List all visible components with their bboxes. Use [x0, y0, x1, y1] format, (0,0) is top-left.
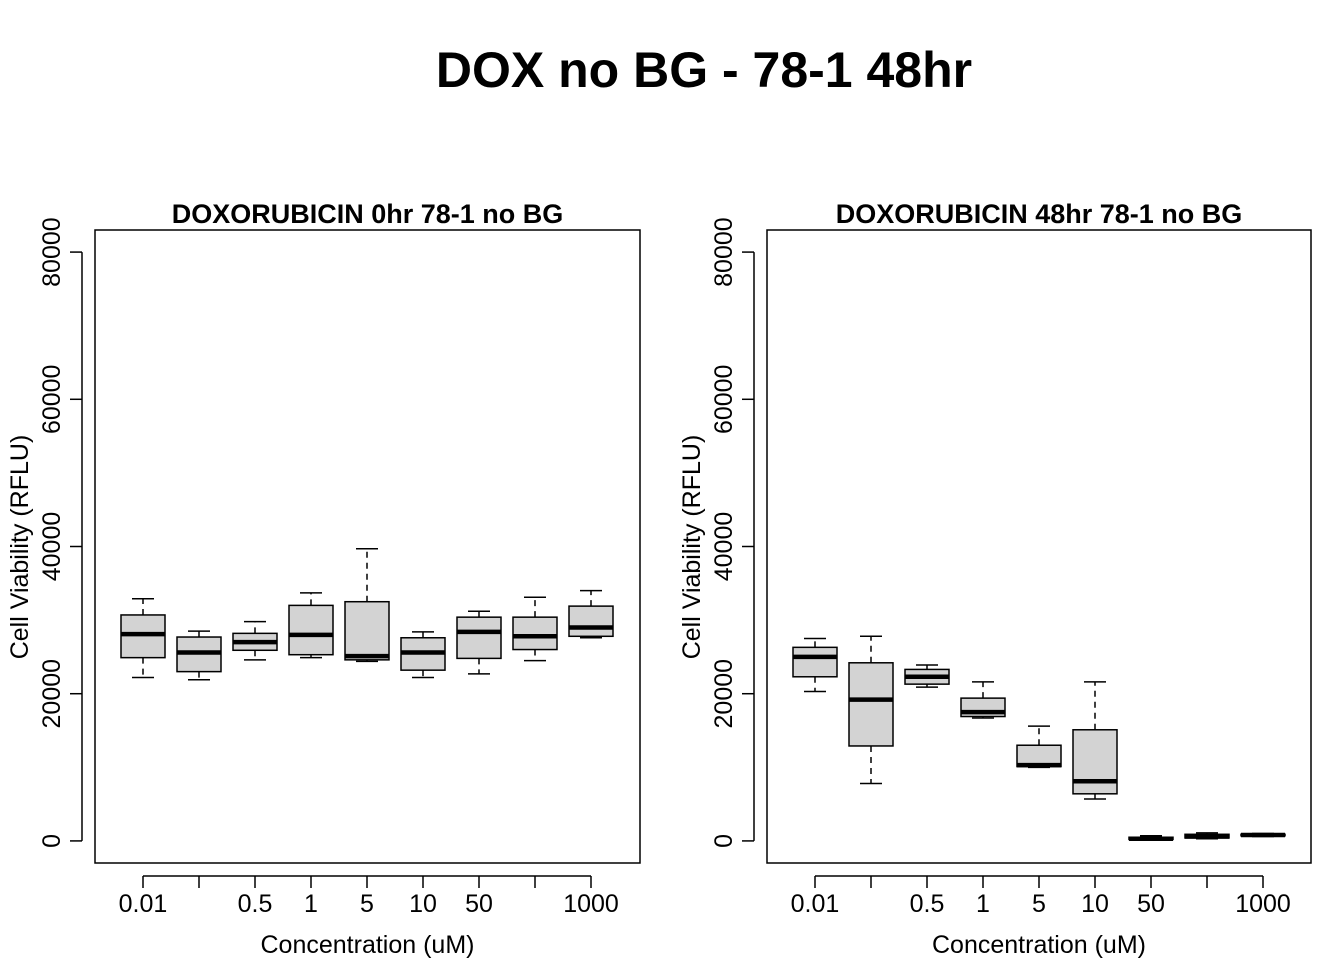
x-tick-label: 1000 — [563, 890, 619, 918]
x-tick-label: 50 — [465, 890, 493, 918]
iqr-box — [568, 605, 614, 638]
panel-title: DOXORUBICIN 0hr 78-1 no BG — [172, 199, 564, 229]
iqr-box — [344, 600, 390, 661]
x-tick-label: 0.01 — [119, 890, 168, 918]
x-tick-label: 0.01 — [791, 890, 840, 918]
y-tick-label: 20000 — [38, 659, 66, 729]
box-0.5 — [904, 664, 950, 688]
y-tick-label: 0 — [710, 834, 738, 848]
box-0.01 — [792, 637, 838, 693]
y-tick-label: 0 — [38, 834, 66, 848]
box-1 — [960, 681, 1006, 719]
iqr-box — [288, 604, 334, 656]
x-tick-label: 1 — [976, 890, 990, 918]
box-50 — [456, 610, 502, 675]
box-100 — [1184, 832, 1230, 840]
chart-panel-1: DOXORUBICIN 0hr 78-1 no BG 0 20000 40000 600… — [6, 199, 641, 959]
box-0.1 — [176, 630, 222, 681]
y-axis-label: Cell Viability (RFLU) — [678, 435, 706, 660]
chart-panel-2: DOXORUBICIN 48hr 78-1 no BG 0 20000 40000 60… — [678, 199, 1312, 959]
box-10 — [400, 631, 446, 679]
iqr-box — [456, 616, 502, 660]
y-tick-label: 60000 — [710, 365, 738, 435]
iqr-box — [848, 662, 894, 747]
x-tick-label: 0.5 — [910, 890, 945, 918]
y-axis-label: Cell Viability (RFLU) — [6, 435, 34, 660]
y-tick-label: 20000 — [710, 659, 738, 729]
box-0.1 — [848, 635, 894, 785]
x-tick-label: 1 — [304, 890, 318, 918]
box-50 — [1128, 835, 1174, 841]
x-axis-label: Concentration (uM) — [261, 931, 475, 959]
x-tick-label: 5 — [360, 890, 374, 918]
y-tick-label: 80000 — [38, 217, 66, 287]
box-10 — [1072, 681, 1118, 800]
x-tick-label: 5 — [1032, 890, 1046, 918]
plot-frame — [766, 229, 1312, 864]
box-1 — [288, 592, 334, 659]
box-100 — [512, 596, 558, 662]
y-tick-label: 40000 — [38, 512, 66, 582]
figure-title: DOX no BG - 78-1 48hr — [436, 42, 972, 98]
x-tick-label: 0.5 — [238, 890, 273, 918]
box-0.01 — [120, 598, 166, 679]
y-tick-label: 40000 — [710, 512, 738, 582]
x-tick-label: 10 — [1081, 890, 1109, 918]
iqr-box — [792, 646, 838, 678]
box-5 — [1016, 725, 1062, 769]
box-0.5 — [232, 620, 278, 661]
y-tick-label: 80000 — [710, 217, 738, 287]
box-1000 — [568, 589, 614, 639]
y-tick-label: 60000 — [38, 365, 66, 435]
box-1000 — [1240, 832, 1286, 838]
box-5 — [344, 547, 390, 663]
x-tick-label: 1000 — [1235, 890, 1291, 918]
x-tick-label: 10 — [409, 890, 437, 918]
panel-title: DOXORUBICIN 48hr 78-1 no BG — [836, 199, 1243, 229]
iqr-box — [512, 616, 558, 651]
x-axis-label: Concentration (uM) — [932, 931, 1146, 959]
plot-frame — [94, 229, 641, 864]
x-tick-label: 50 — [1137, 890, 1165, 918]
iqr-box — [1072, 729, 1118, 795]
